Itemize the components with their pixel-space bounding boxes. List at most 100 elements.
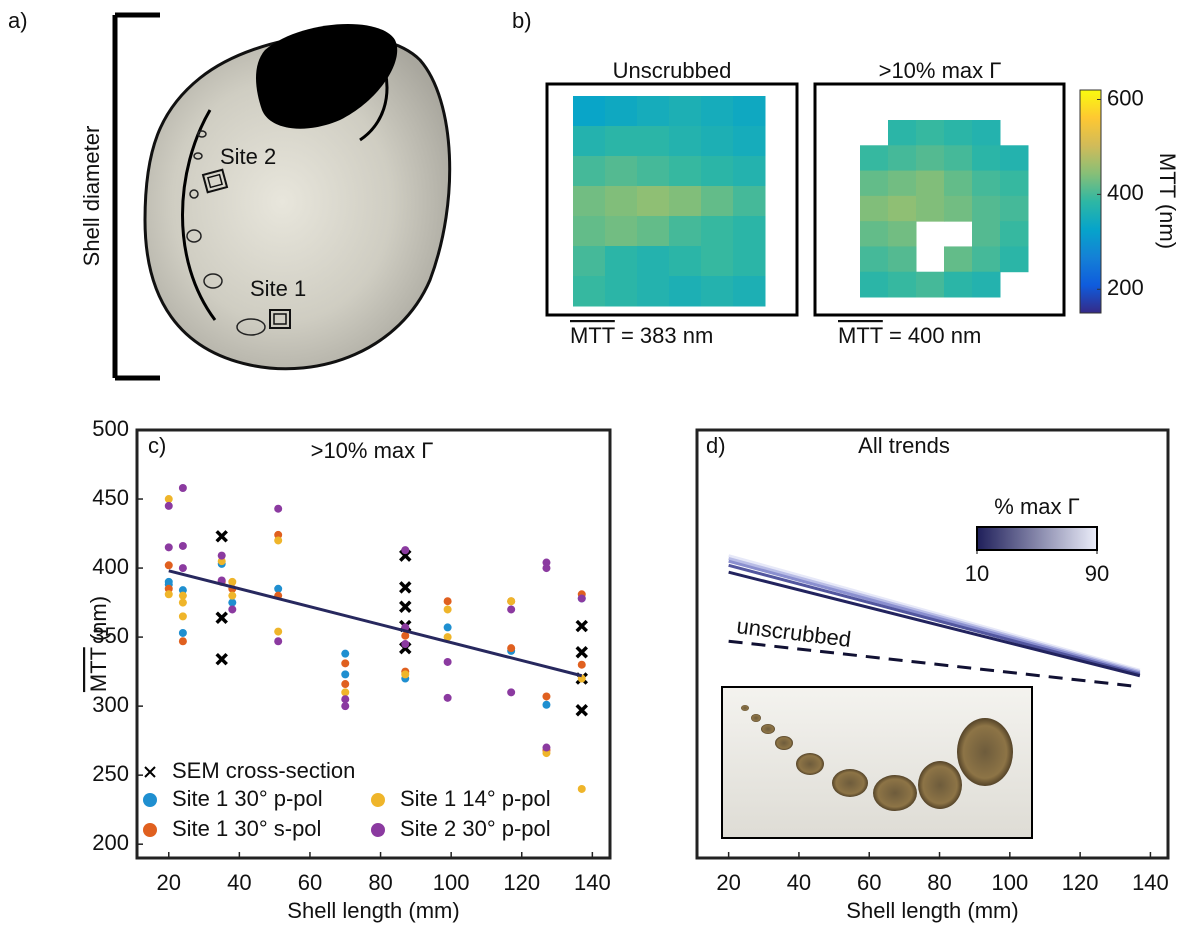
y-tick-label: 350: [92, 623, 129, 648]
point: [443, 623, 452, 632]
heatmap-cell: [888, 221, 917, 247]
heatmap-cell: [605, 276, 638, 307]
point: [274, 637, 283, 646]
colorbar-tick-label: 10: [965, 561, 989, 586]
heatmap-cell: [944, 145, 973, 172]
point: [215, 611, 228, 625]
heatmap-cell: [1000, 145, 1029, 172]
point: [443, 657, 452, 666]
heatmap-cell: [972, 145, 1001, 172]
point: [575, 646, 588, 659]
heatmap-cell: [637, 216, 670, 247]
point: [164, 495, 173, 504]
heatmap-cell: [573, 186, 606, 217]
trend-line: [728, 570, 1141, 678]
point: [401, 670, 410, 679]
heatmap-cell: [972, 170, 1001, 197]
colorbar-tick-label: 90: [1085, 561, 1109, 586]
legend-label: Site 1 30° s-pol: [172, 816, 321, 841]
heatmap-cell: [944, 271, 973, 298]
heatmap-cell: [637, 96, 670, 127]
y-label-symbol: MTT: [86, 647, 111, 692]
heatmap-cell: [701, 186, 734, 217]
point: [274, 530, 283, 539]
x-tick-label: 100: [991, 870, 1028, 895]
site-marker: [206, 173, 224, 189]
heatmap-cell: [605, 96, 638, 127]
heatmap-cell: [669, 156, 702, 187]
point: [542, 564, 551, 573]
pore: [193, 152, 203, 160]
shell-photo: [918, 761, 962, 809]
shell-photo: [873, 775, 917, 811]
x-tick-label: 120: [1062, 870, 1099, 895]
panel-label: c): [148, 433, 166, 458]
heatmap-cell: [972, 195, 1001, 222]
heatmap-cell: [605, 246, 638, 277]
heatmap-cell: [1000, 246, 1029, 273]
point: [178, 541, 187, 550]
legend-label: Site 1 14° p-pol: [400, 786, 551, 811]
point: [507, 605, 516, 614]
point: [228, 598, 237, 607]
heatmap-cell: [573, 96, 606, 127]
heatmap-cell: [916, 170, 945, 197]
colorbar-tick-label: 200: [1107, 275, 1144, 300]
pore: [197, 130, 207, 138]
heatmap-cell: [637, 156, 670, 187]
x-tick-label: 40: [787, 870, 811, 895]
heatmap-cell: [860, 145, 889, 172]
heatmap-cell: [669, 216, 702, 247]
point: [401, 631, 410, 640]
point: [274, 536, 283, 545]
y-tick-label: 300: [92, 692, 129, 717]
map-caption: MTT = 400 nm: [838, 323, 981, 348]
y-tick-label: 450: [92, 485, 129, 510]
colorbar: [1079, 89, 1102, 314]
shell-photo: [957, 718, 1013, 786]
heatmap-cell: [573, 246, 606, 277]
y-tick-label: 400: [92, 554, 129, 579]
point: [341, 688, 350, 697]
point: [178, 591, 187, 600]
x-tick-label: 140: [1132, 870, 1169, 895]
axes-frame: [695, 428, 1170, 860]
heatmap-cell: [605, 186, 638, 217]
shell-photo: [761, 724, 775, 734]
heatmap-cell: [573, 126, 606, 157]
trend-line: [728, 563, 1141, 676]
point: [443, 693, 452, 702]
map-frame: [545, 82, 799, 317]
heatmap-cell: [733, 156, 766, 187]
heatmap-cell: [701, 276, 734, 307]
x-tick-label: 140: [574, 870, 611, 895]
y-label-unit: (nm): [86, 596, 111, 641]
point: [217, 551, 226, 560]
heatmap-cell: [573, 276, 606, 307]
panel-label: b): [512, 8, 532, 33]
point: [575, 704, 588, 717]
y-axis-label: MTT (nm): [86, 596, 111, 692]
caption-symbol: MTT: [838, 323, 883, 348]
point: [507, 597, 516, 606]
point: [178, 483, 187, 492]
colorbar: [976, 526, 1098, 551]
point: [341, 659, 350, 668]
x-tick-label: 60: [298, 870, 322, 895]
point: [178, 598, 187, 607]
point: [507, 688, 516, 697]
axes-frame: [135, 428, 612, 860]
x-tick-label: 60: [857, 870, 881, 895]
trend-line: [728, 554, 1141, 672]
point: [341, 702, 350, 711]
point: [507, 644, 516, 653]
pore: [236, 318, 266, 336]
map-title: Unscrubbed: [613, 58, 732, 83]
panel-label: a): [8, 8, 28, 33]
point: [215, 652, 228, 666]
trend-line: [728, 639, 1141, 689]
x-axis-label: Shell length (mm): [287, 898, 459, 923]
shell-photo: [751, 714, 761, 722]
site-label: Site 2: [220, 144, 276, 169]
point: [164, 501, 173, 510]
